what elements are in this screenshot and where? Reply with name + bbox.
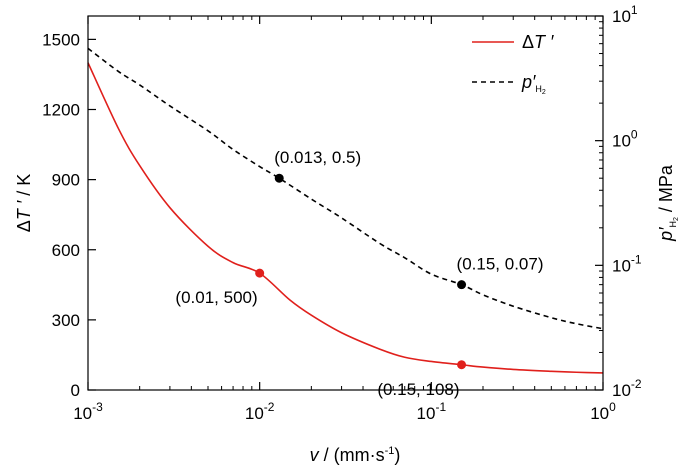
data-label-2: (0.013, 0.5) [274, 148, 361, 167]
data-label-0: (0.01, 500) [175, 288, 257, 307]
x-axis-label: v / (mm·s-1) [310, 445, 401, 465]
y-right-tick-label-3: 101 [612, 3, 638, 26]
data-point-3 [457, 280, 467, 290]
legend-label-delta-t: ΔT ′ [522, 32, 554, 52]
y-left-tick-label-0: 0 [71, 381, 80, 400]
data-label-3: (0.15, 0.07) [457, 255, 544, 274]
x-tick-label-1: 10-2 [245, 400, 275, 423]
data-point-0 [255, 268, 265, 278]
y-right-tick-label-0: 10-2 [612, 377, 642, 400]
y-left-tick-label-5: 1500 [42, 30, 80, 49]
y-right-axis-label: p′H2 / MPa [656, 164, 680, 242]
data-label-1: (0.15, 108) [377, 380, 459, 399]
y-left-tick-label-2: 600 [52, 241, 80, 260]
y-left-tick-label-3: 900 [52, 171, 80, 190]
y-right-tick-label-2: 100 [612, 128, 638, 151]
x-tick-label-3: 100 [590, 400, 616, 423]
y-left-axis-label: ΔT ′ / K [14, 174, 34, 232]
legend-label-p-h2: p′H2 [521, 72, 546, 96]
legend: ΔT ′ p′H2 [472, 32, 554, 96]
y-left-tick-label-4: 1200 [42, 101, 80, 120]
plot-frame [87, 15, 604, 391]
data-point-2 [274, 173, 284, 183]
plot-content: (0.01, 500) (0.15, 108) (0.013, 0.5) (0.15,… [87, 47, 604, 399]
x-tick-label-0: 10-3 [73, 400, 103, 423]
ticks-layer: 10-3 10-2 10-1 100 0 300 600 900 1200 1500 10-2 10-… [42, 3, 642, 423]
y-right-tick-label-1: 10-1 [612, 252, 642, 275]
series-line-1 [87, 47, 604, 330]
y-left-tick-label-1: 300 [52, 311, 80, 330]
x-tick-label-2: 10-1 [417, 400, 447, 423]
series-line-0 [87, 62, 604, 374]
data-point-1 [457, 360, 467, 370]
